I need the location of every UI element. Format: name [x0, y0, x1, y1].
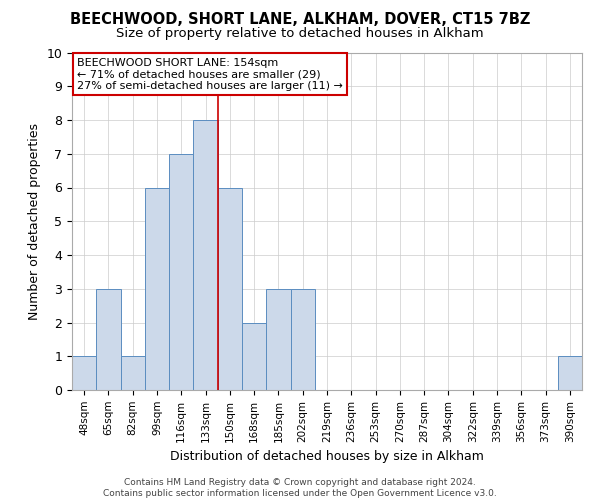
Bar	[193, 120, 218, 390]
Bar	[242, 322, 266, 390]
Bar	[145, 188, 169, 390]
Y-axis label: Number of detached properties: Number of detached properties	[28, 122, 41, 320]
Bar	[96, 289, 121, 390]
Text: BEECHWOOD, SHORT LANE, ALKHAM, DOVER, CT15 7BZ: BEECHWOOD, SHORT LANE, ALKHAM, DOVER, CT…	[70, 12, 530, 28]
Text: Contains HM Land Registry data © Crown copyright and database right 2024.
Contai: Contains HM Land Registry data © Crown c…	[103, 478, 497, 498]
Text: BEECHWOOD SHORT LANE: 154sqm
← 71% of detached houses are smaller (29)
27% of se: BEECHWOOD SHORT LANE: 154sqm ← 71% of de…	[77, 58, 343, 91]
Bar	[121, 356, 145, 390]
Bar	[169, 154, 193, 390]
X-axis label: Distribution of detached houses by size in Alkham: Distribution of detached houses by size …	[170, 450, 484, 463]
Text: Size of property relative to detached houses in Alkham: Size of property relative to detached ho…	[116, 28, 484, 40]
Bar	[290, 289, 315, 390]
Bar	[72, 356, 96, 390]
Bar	[218, 188, 242, 390]
Bar	[266, 289, 290, 390]
Bar	[558, 356, 582, 390]
